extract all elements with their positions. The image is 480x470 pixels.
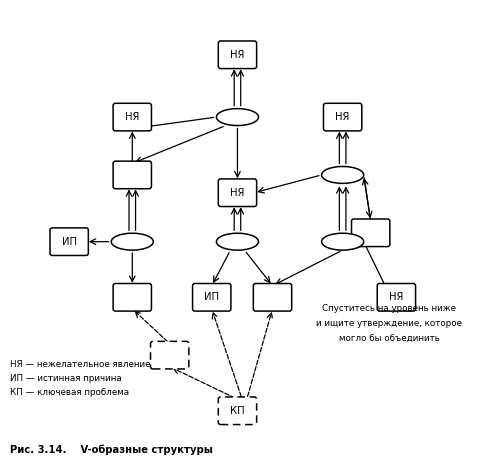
Text: и ищите утверждение, которое: и ищите утверждение, которое bbox=[316, 320, 462, 329]
Text: ИП: ИП bbox=[204, 292, 219, 302]
FancyBboxPatch shape bbox=[192, 283, 231, 311]
Text: Спуститесь на уровень ниже: Спуститесь на уровень ниже bbox=[323, 304, 456, 313]
FancyBboxPatch shape bbox=[151, 341, 189, 369]
Text: КП: КП bbox=[230, 406, 245, 416]
Ellipse shape bbox=[111, 233, 153, 250]
Text: ИП: ИП bbox=[61, 237, 77, 247]
FancyBboxPatch shape bbox=[218, 41, 257, 69]
FancyBboxPatch shape bbox=[218, 179, 257, 206]
FancyBboxPatch shape bbox=[113, 161, 152, 189]
Text: НЯ: НЯ bbox=[230, 188, 245, 198]
Ellipse shape bbox=[216, 233, 259, 250]
Text: НЯ — нежелательное явление
ИП — истинная причина
КП — ключевая проблема: НЯ — нежелательное явление ИП — истинная… bbox=[10, 360, 150, 397]
Ellipse shape bbox=[322, 166, 364, 183]
FancyBboxPatch shape bbox=[351, 219, 390, 247]
Text: НЯ: НЯ bbox=[230, 50, 245, 60]
FancyBboxPatch shape bbox=[113, 103, 152, 131]
Text: НЯ: НЯ bbox=[125, 112, 140, 122]
Text: Рис. 3.14.    V-образные структуры: Рис. 3.14. V-образные структуры bbox=[10, 445, 213, 455]
Ellipse shape bbox=[216, 109, 259, 125]
FancyBboxPatch shape bbox=[113, 283, 152, 311]
Text: НЯ: НЯ bbox=[389, 292, 404, 302]
Text: могло бы объединить: могло бы объединить bbox=[339, 335, 440, 344]
FancyBboxPatch shape bbox=[377, 283, 416, 311]
Ellipse shape bbox=[322, 233, 364, 250]
Text: НЯ: НЯ bbox=[336, 112, 350, 122]
FancyBboxPatch shape bbox=[218, 397, 257, 424]
FancyBboxPatch shape bbox=[50, 228, 88, 256]
FancyBboxPatch shape bbox=[324, 103, 362, 131]
FancyBboxPatch shape bbox=[253, 283, 292, 311]
